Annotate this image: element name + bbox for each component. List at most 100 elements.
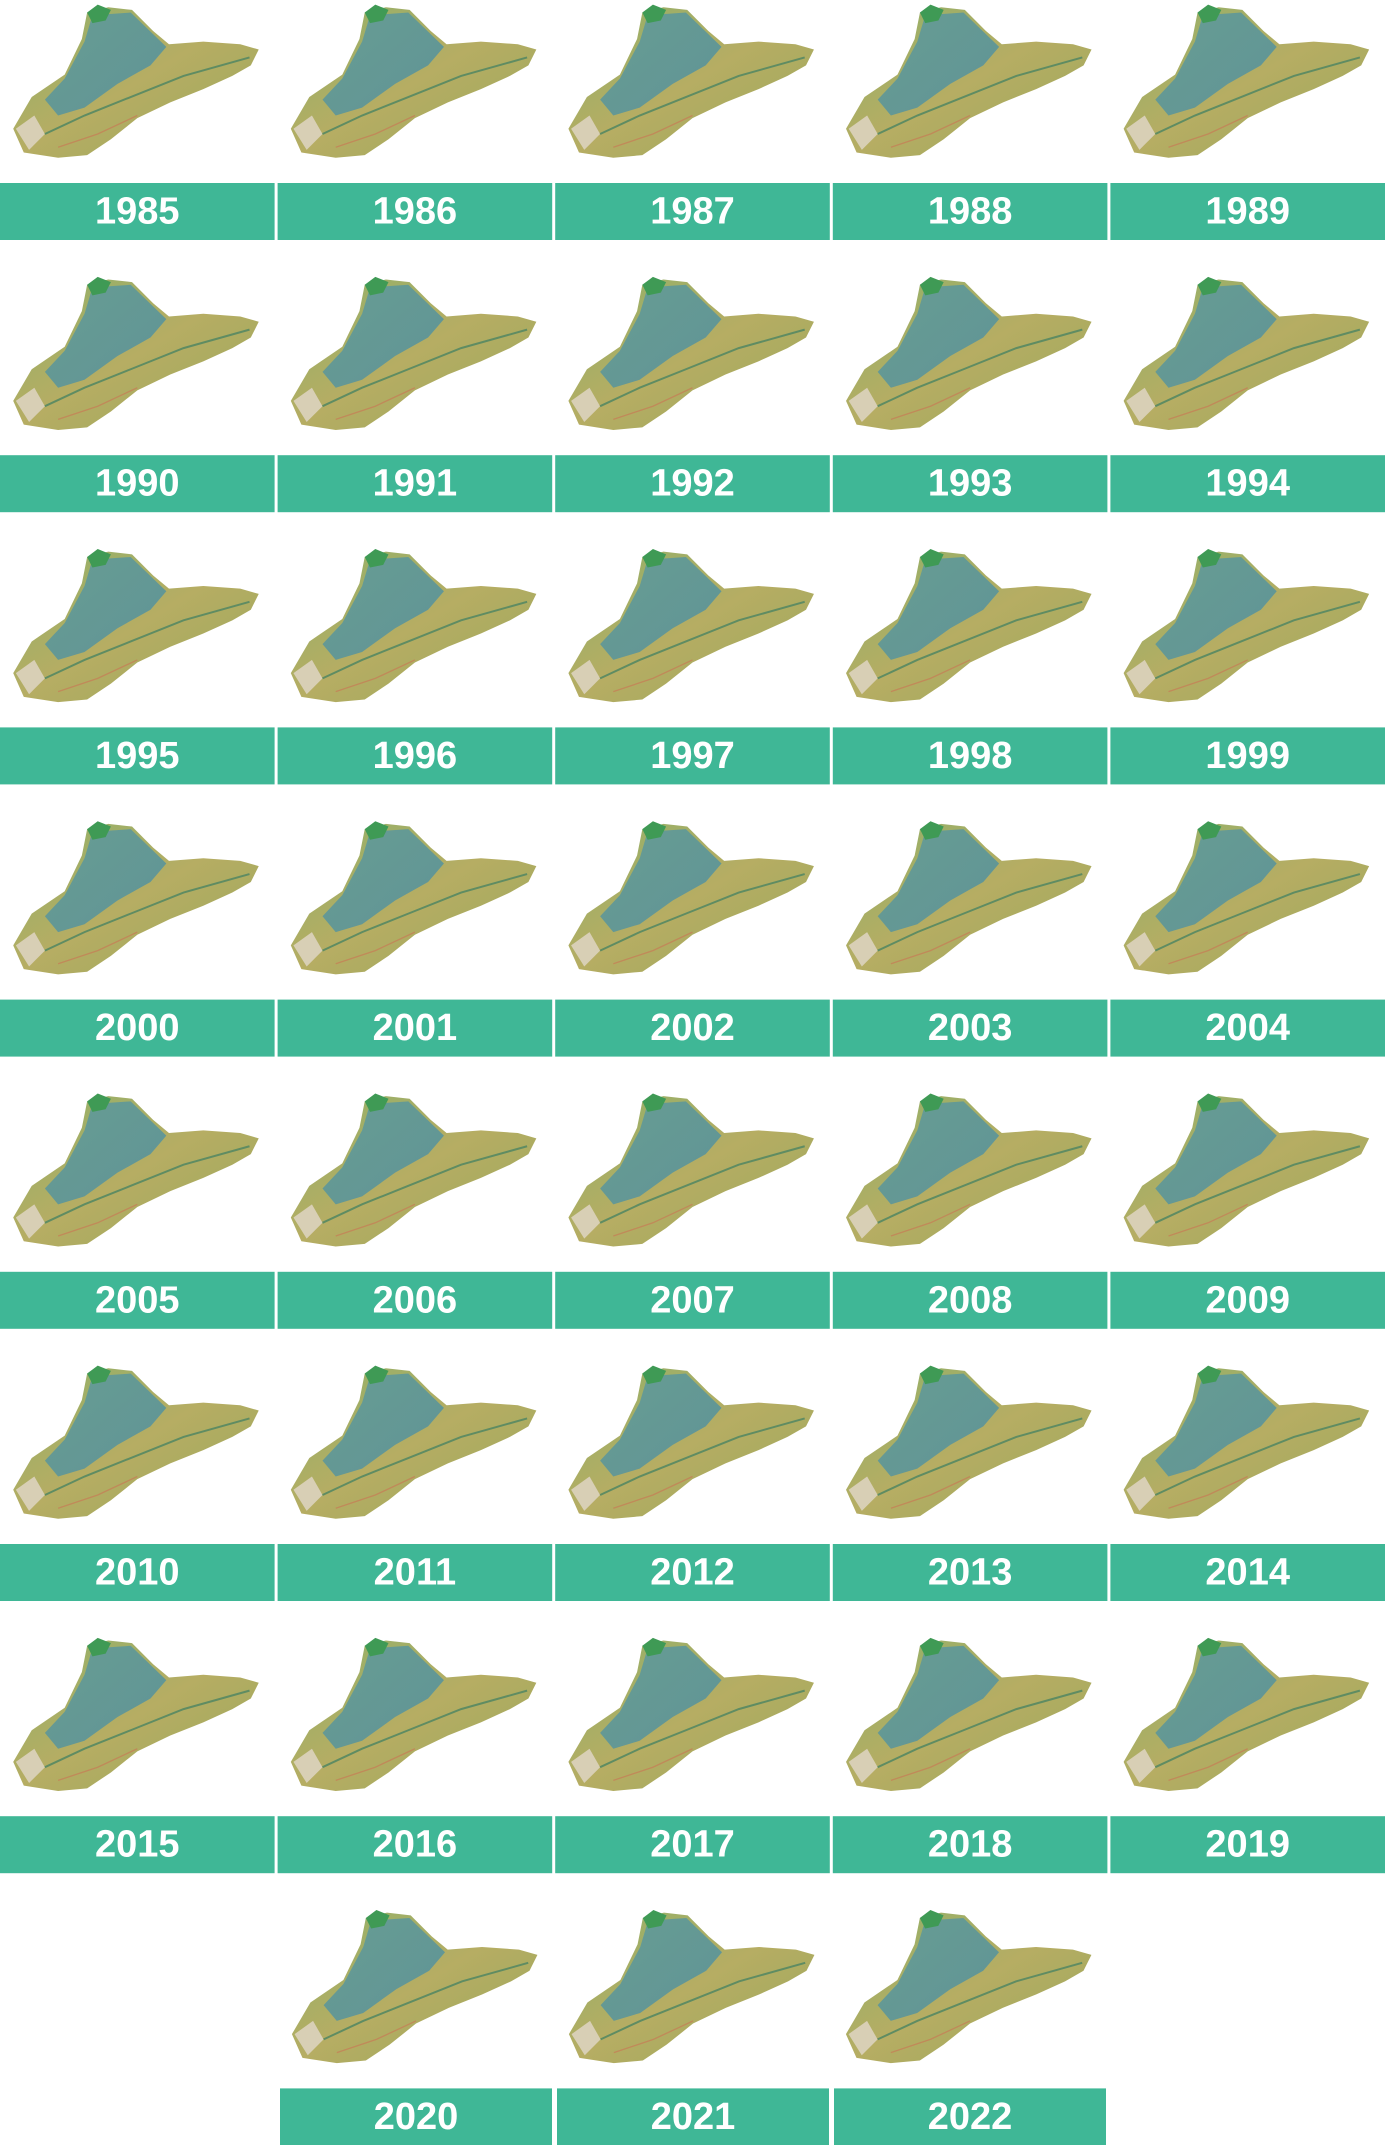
- year-label: 1999: [1205, 735, 1290, 777]
- year-bar: [0, 727, 275, 785]
- year-label: 2020: [374, 2096, 459, 2138]
- map-thumbnail: [289, 1636, 538, 1792]
- map-thumbnail: [289, 820, 538, 976]
- year-label: 2004: [1205, 1007, 1290, 1049]
- year-label: 2008: [928, 1279, 1013, 1321]
- year-bar: [277, 455, 553, 513]
- year-label: 1992: [650, 463, 735, 505]
- map-thumbnail: [1122, 1636, 1371, 1792]
- year-label: 2010: [95, 1552, 180, 1594]
- map-thumbnail: [567, 275, 815, 431]
- map-thumbnail: [289, 1364, 538, 1520]
- map-thumbnail: [12, 1092, 260, 1248]
- year-label: 2014: [1205, 1552, 1290, 1594]
- year-label: 1997: [650, 735, 735, 777]
- map-thumbnail: [845, 3, 1093, 159]
- year-bar: [0, 999, 275, 1057]
- year-label: 2019: [1205, 1824, 1290, 1866]
- year-bar: [1110, 1816, 1385, 1874]
- year-bar: [555, 1544, 830, 1601]
- year-label: 2018: [928, 1824, 1013, 1866]
- map-thumbnail: [12, 820, 260, 976]
- year-bar: [0, 1271, 275, 1329]
- year-bar: [555, 183, 830, 240]
- map-thumbnail: [12, 1636, 260, 1792]
- year-label: 1991: [373, 463, 458, 505]
- map-thumbnail: [567, 1092, 815, 1248]
- year-label: 1994: [1205, 463, 1290, 505]
- map-thumbnail: [845, 1364, 1093, 1520]
- year-label: 2021: [651, 2096, 736, 2138]
- map-thumbnail: [1122, 548, 1371, 704]
- year-label: 1995: [95, 735, 180, 777]
- year-bar: [555, 1816, 830, 1874]
- year-bar: [832, 1816, 1108, 1874]
- year-bar: [1110, 1271, 1385, 1329]
- map-thumbnail: [845, 548, 1093, 704]
- year-label: 2006: [373, 1279, 458, 1321]
- year-label: 2013: [928, 1552, 1013, 1594]
- map-thumbnail: [844, 1909, 1093, 2065]
- year-label: 1993: [928, 463, 1013, 505]
- year-bar: [0, 183, 275, 240]
- year-label: 1996: [373, 735, 458, 777]
- map-thumbnail: [12, 1364, 260, 1520]
- year-bar: [1110, 999, 1385, 1057]
- map-thumbnail: [1122, 1092, 1371, 1248]
- year-bar: [1110, 183, 1385, 240]
- year-bar: [277, 999, 553, 1057]
- year-bar: [555, 455, 830, 513]
- map-thumbnail: [567, 1636, 815, 1792]
- year-bar: [834, 2088, 1106, 2145]
- year-bar: [0, 1544, 275, 1601]
- map-thumbnail: [567, 548, 815, 704]
- map-thumbnail: [12, 548, 260, 704]
- year-bar: [277, 1544, 553, 1601]
- year-bar: [277, 727, 553, 785]
- year-label: 2011: [374, 1552, 456, 1594]
- year-label: 2016: [373, 1824, 458, 1866]
- map-thumbnail: [567, 1909, 816, 2065]
- year-bar: [1110, 727, 1385, 785]
- year-label: 1987: [650, 191, 735, 233]
- year-label: 1988: [928, 191, 1013, 233]
- map-thumbnail: [567, 820, 815, 976]
- map-thumbnail: [12, 275, 260, 431]
- year-label: 2017: [650, 1824, 735, 1866]
- year-bar: [832, 727, 1108, 785]
- year-label: 2000: [95, 1007, 180, 1049]
- year-bar: [555, 1271, 830, 1329]
- year-bar: [832, 1271, 1108, 1329]
- year-label: 2005: [95, 1279, 180, 1321]
- map-thumbnail: [289, 548, 538, 704]
- year-label: 2001: [373, 1007, 458, 1049]
- map-thumbnail: [1122, 275, 1371, 431]
- year-label: 2002: [650, 1007, 735, 1049]
- map-thumbnail: [567, 1364, 815, 1520]
- year-bar: [832, 999, 1108, 1057]
- year-bar: [557, 2088, 829, 2145]
- year-bar: [832, 1544, 1108, 1601]
- year-bar: [277, 1271, 553, 1329]
- year-bar: [0, 455, 275, 513]
- map-thumbnail: [289, 275, 538, 431]
- map-thumbnail: [845, 820, 1093, 976]
- year-label: 2022: [928, 2096, 1013, 2138]
- map-thumbnail: [289, 1092, 538, 1248]
- map-thumbnail: [12, 3, 260, 159]
- year-label: 2012: [650, 1552, 735, 1594]
- map-thumbnail: [1122, 820, 1371, 976]
- year-label: 2009: [1205, 1279, 1290, 1321]
- map-thumbnail: [290, 1909, 539, 2065]
- year-label: 1990: [95, 463, 180, 505]
- year-bar: [277, 1816, 553, 1874]
- year-bar: [555, 727, 830, 785]
- year-bar: [1110, 1544, 1385, 1601]
- map-thumbnail: [845, 275, 1093, 431]
- map-thumbnail: [1122, 1364, 1371, 1520]
- year-bar: [1110, 455, 1385, 513]
- map-thumbnail: [289, 3, 538, 159]
- map-thumbnail: [1122, 3, 1371, 159]
- year-label: 2015: [95, 1824, 180, 1866]
